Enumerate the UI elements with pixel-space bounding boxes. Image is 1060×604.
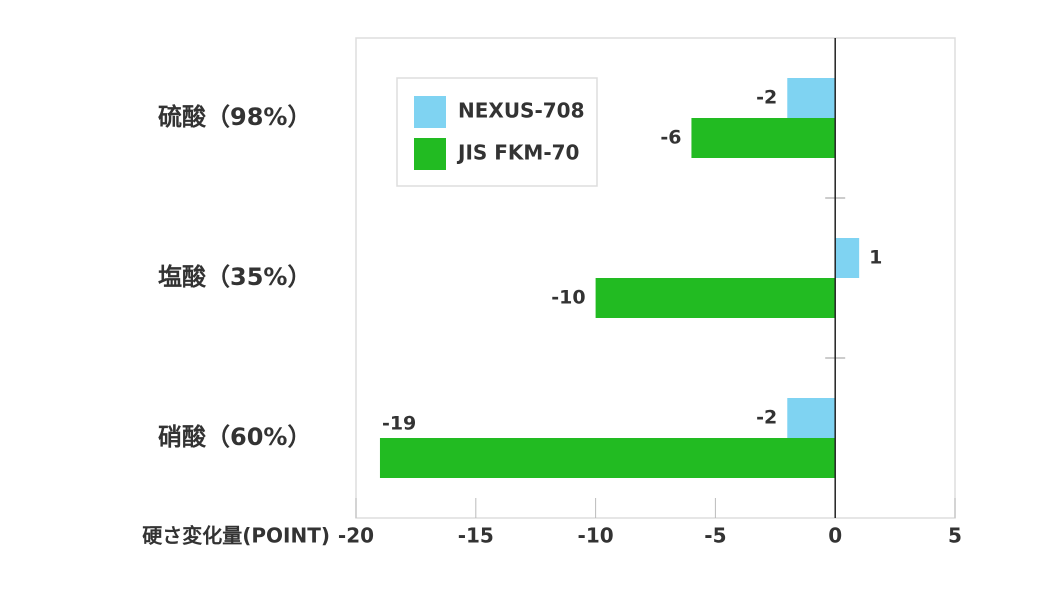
bar [835,238,860,278]
x-tick-label: 5 [948,524,962,548]
category-label: 硫酸（98%） [158,103,311,131]
value-label: 1 [869,247,882,269]
bar [787,78,836,118]
x-tick-label: -10 [578,524,614,548]
value-label: -19 [382,413,416,435]
value-label: -6 [660,127,681,149]
bar [691,118,836,158]
value-label: -2 [756,87,777,109]
legend-swatch [414,96,446,128]
x-tick-label: 0 [828,524,842,548]
bar [595,278,836,318]
x-tick-label: -15 [458,524,494,548]
value-label: -10 [551,287,585,309]
bar [379,438,836,478]
value-label: -2 [756,407,777,429]
category-label: 硝酸（60%） [158,423,311,451]
category-label: 塩酸（35%） [158,263,311,291]
x-tick-label: -20 [338,524,374,548]
x-tick-label: -5 [704,524,726,548]
legend-label: JIS FKM-70 [456,141,579,165]
legend-label: NEXUS-708 [458,99,585,123]
legend-swatch [414,138,446,170]
bar [787,398,836,438]
x-axis-label: 硬さ変化量(POINT) [142,524,330,548]
plot-frame [355,37,956,519]
